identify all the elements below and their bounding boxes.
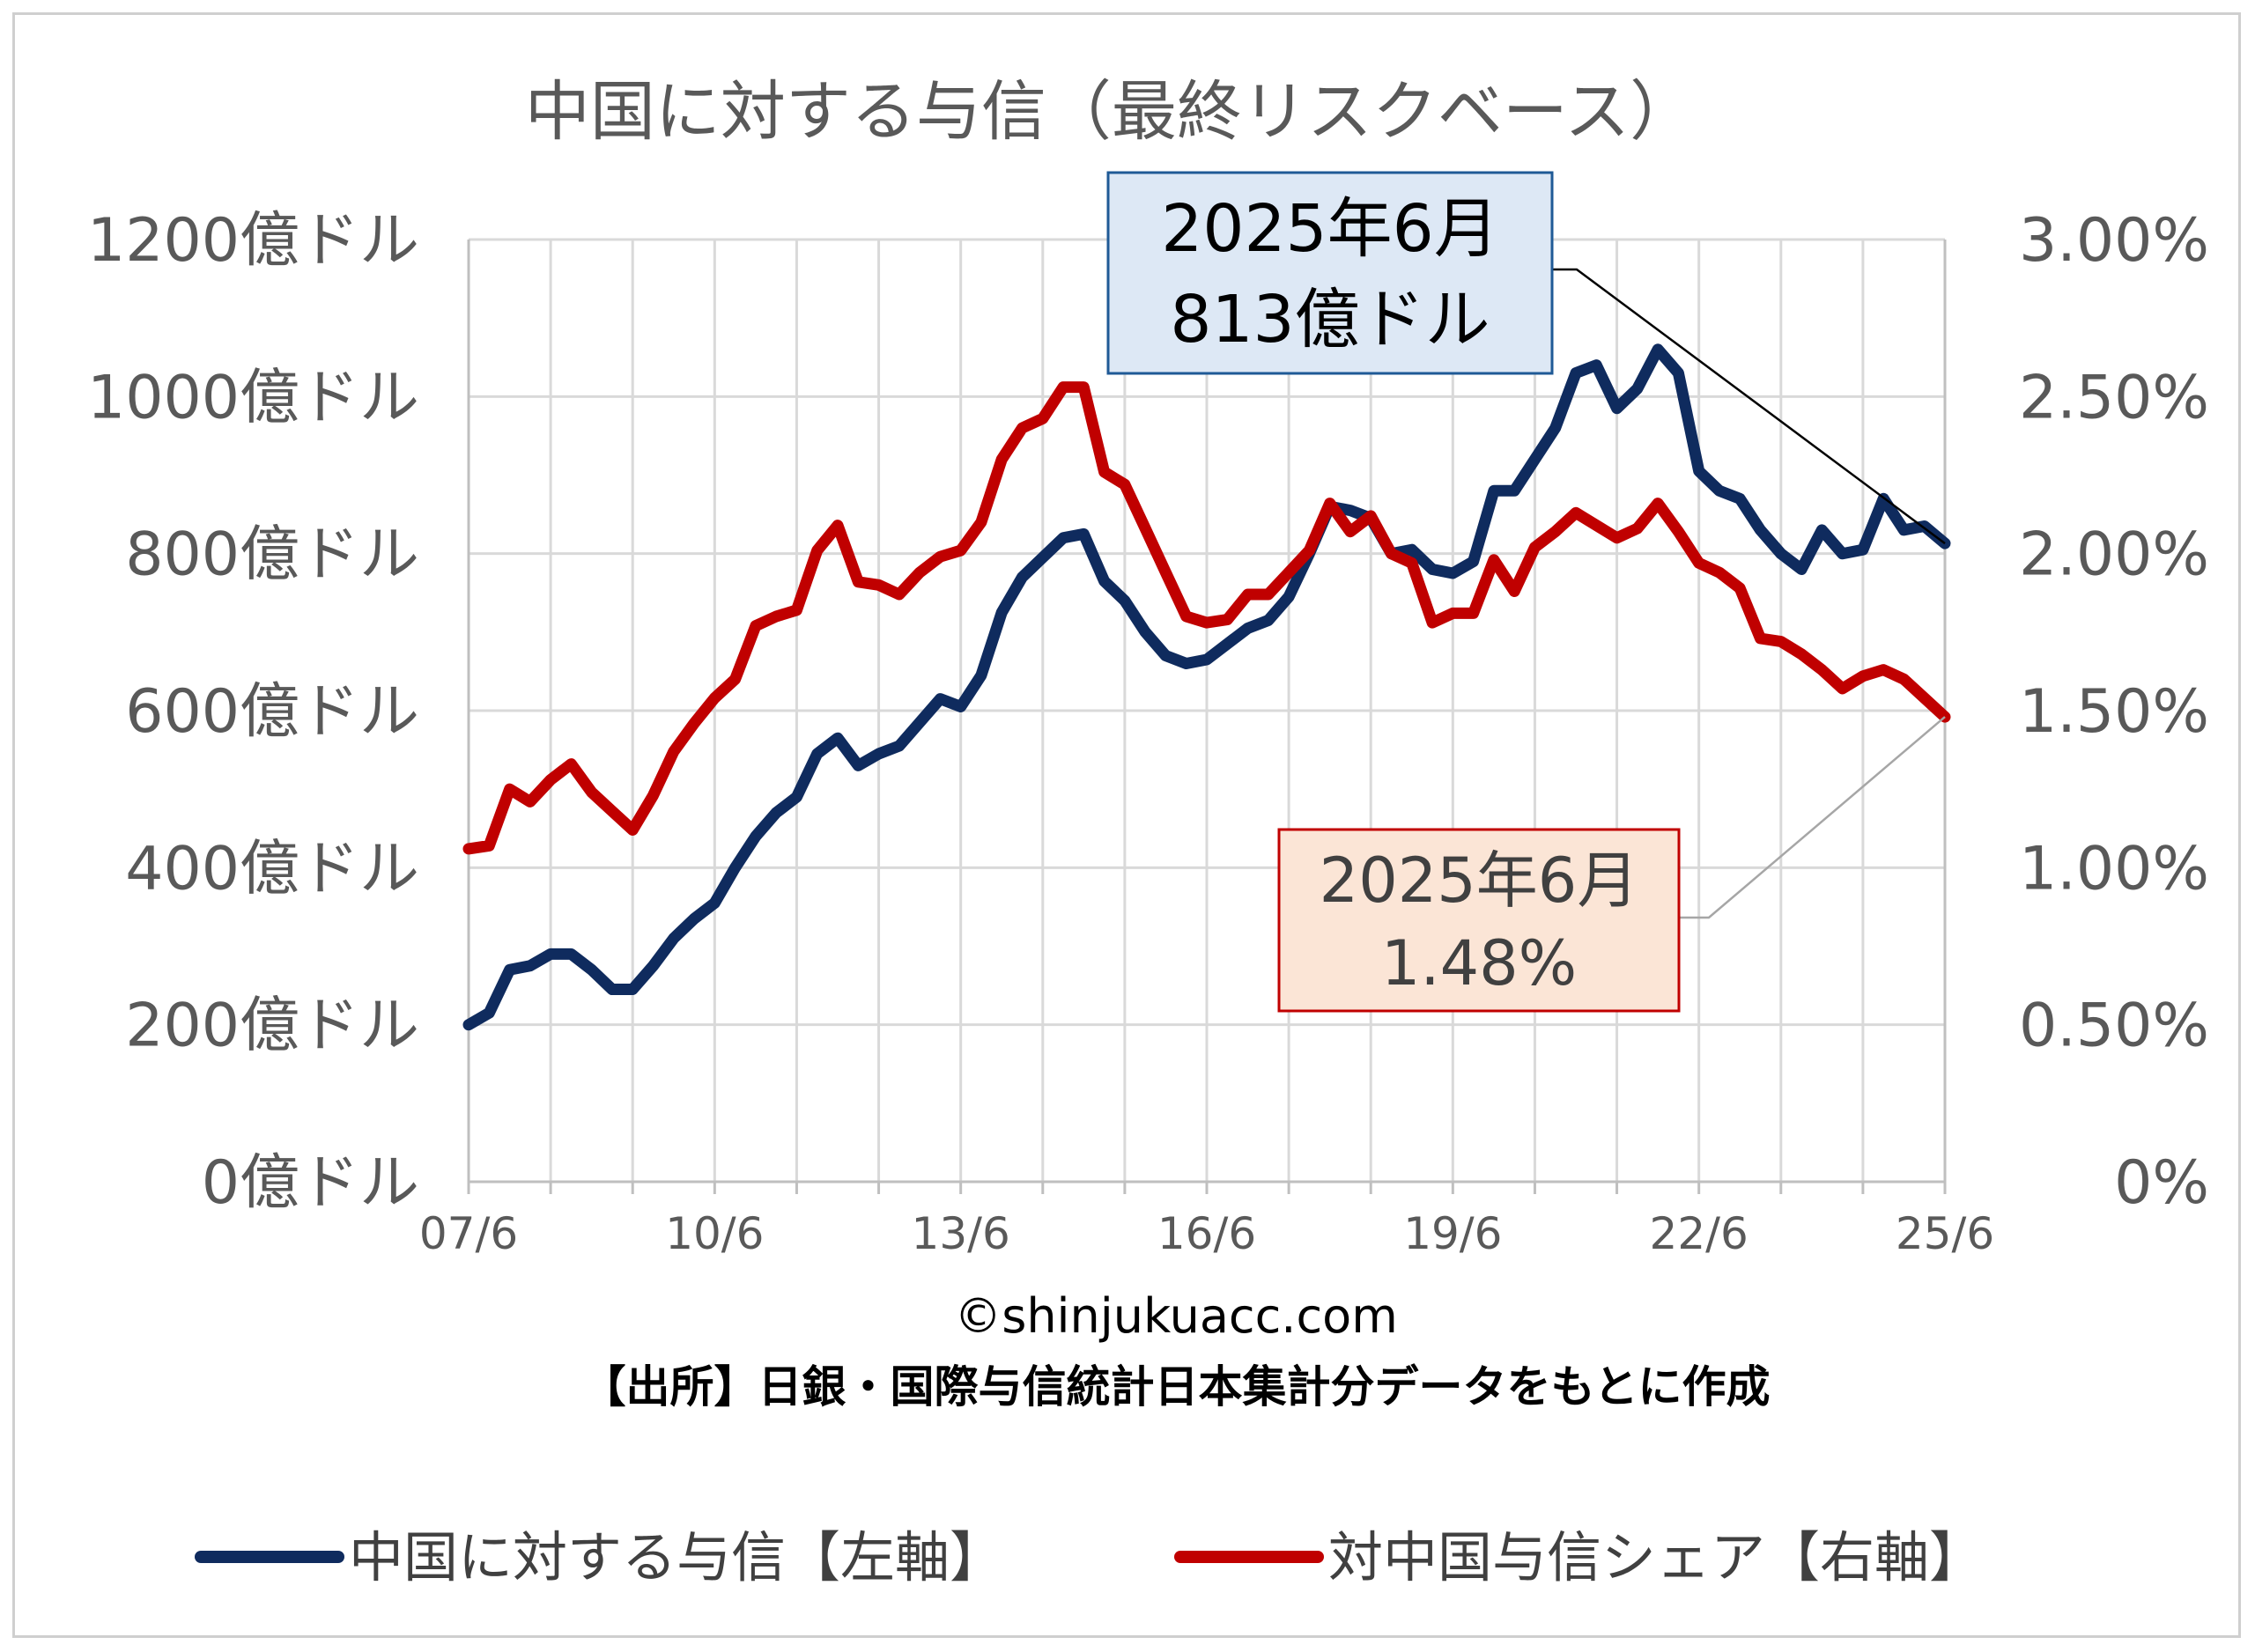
- legend-label-china-share: 対中国与信シェア【右軸】: [1328, 1525, 1984, 1589]
- callout-label-china-credit-date: 2025年6月: [1161, 191, 1498, 267]
- x-tick-label: 10/6: [665, 1208, 764, 1259]
- callout-box-china-share: [1277, 828, 1681, 1013]
- x-tick-label: 13/6: [912, 1208, 1010, 1259]
- y-left-tick-label: 1000億ドル: [87, 363, 419, 432]
- credit-text: ©shinjukuacc.com: [954, 1288, 1398, 1344]
- callout-leader-china-share: [1679, 716, 1946, 919]
- y-left-tick-label: 200億ドル: [125, 992, 419, 1061]
- x-tick-label: 19/6: [1403, 1208, 1502, 1259]
- series-lines: [462, 343, 1951, 1031]
- x-tick-label: 22/6: [1650, 1208, 1749, 1259]
- callout-label-china-credit-value: 813億ドル: [1170, 282, 1490, 358]
- tick-labels: 0億ドル 200億ドル 400億ドル 600億ドル 800億ドル 1000億ドル 1200億…: [87, 206, 2209, 1259]
- legend-label-china-credit: 中国に対する与信【左軸】: [349, 1525, 1004, 1589]
- series-line-china-credit: [462, 343, 1951, 1031]
- legend: 中国に対する与信【左軸】 対中国与信シェア【右軸】: [195, 1525, 1984, 1589]
- y-right-tick-label: 1.50%: [2019, 677, 2209, 747]
- series-line-china-share: [462, 381, 1951, 855]
- y-right-tick-label: 3.00%: [2019, 206, 2209, 276]
- chart-title: 中国に対する与信（最終リスクベース）: [525, 74, 1695, 150]
- source-text: 【出所】日銀・国際与信統計日本集計分データをもとに作成: [582, 1361, 1771, 1412]
- callout-leader-china-credit: [1552, 268, 1946, 545]
- y-right-tick-label: 2.50%: [2019, 363, 2209, 432]
- y-left-tick-label: 800億ドル: [125, 520, 419, 590]
- y-right-tick-label: 0%: [2114, 1148, 2209, 1218]
- y-right-tick-label: 1.00%: [2019, 834, 2209, 903]
- y-left-tick-label: 0億ドル: [202, 1148, 419, 1218]
- y-right-tick-label: 2.00%: [2019, 520, 2209, 590]
- x-tick-label: 07/6: [419, 1208, 518, 1259]
- callout-box-china-credit: [1106, 171, 1554, 375]
- x-tick-label: 16/6: [1157, 1208, 1256, 1259]
- callouts: 2025年6月 813億ドル 2025年6月 1.48%: [1106, 171, 1946, 1013]
- y-right-tick-label: 0.50%: [2019, 992, 2209, 1061]
- y-left-tick-label: 600億ドル: [125, 677, 419, 747]
- callout-label-china-share-date: 2025年6月: [1320, 844, 1639, 917]
- x-tick-label: 25/6: [1896, 1208, 1994, 1259]
- callout-label-china-share-value: 1.48%: [1381, 927, 1577, 999]
- gridlines: [469, 238, 1945, 1182]
- y-left-tick-label: 400億ドル: [125, 834, 419, 903]
- y-left-tick-label: 1200億ドル: [87, 206, 419, 276]
